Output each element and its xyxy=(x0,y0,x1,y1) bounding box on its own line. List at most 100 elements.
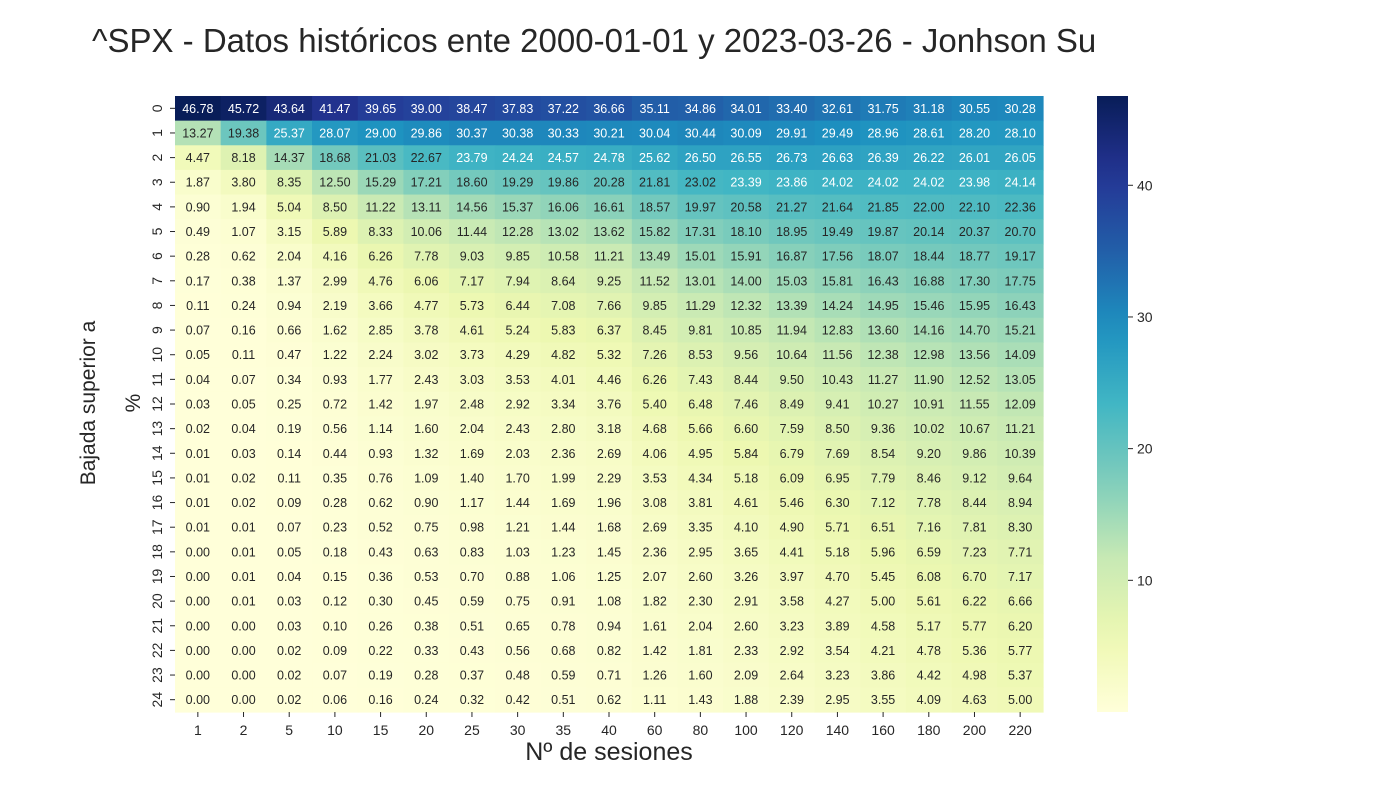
cell-value-label: 1.69 xyxy=(460,447,484,461)
heatmap-cell xyxy=(449,662,496,688)
heatmap-cell xyxy=(449,490,496,516)
heatmap-cell xyxy=(905,243,953,270)
heatmap-cell xyxy=(540,96,587,122)
heatmap-cell xyxy=(997,367,1044,393)
heatmap-cell xyxy=(175,367,222,393)
cell-value-label: 22.00 xyxy=(913,200,944,214)
heatmap-cell xyxy=(723,416,770,442)
cell-value-label: 17.31 xyxy=(685,225,716,239)
heatmap-cell xyxy=(494,293,542,319)
cell-value-label: 2.92 xyxy=(780,644,804,658)
heatmap-cell xyxy=(266,564,313,590)
heatmap-cell xyxy=(220,613,267,639)
cell-value-label: 1.14 xyxy=(368,422,392,436)
heatmap-cell xyxy=(631,440,679,467)
colorbar-tick-label: 30 xyxy=(1137,309,1153,325)
heatmap-cell xyxy=(266,342,313,368)
cell-value-label: 6.37 xyxy=(597,324,621,338)
cell-value-label: 17.21 xyxy=(411,176,442,190)
cell-value-label: 3.80 xyxy=(231,176,255,190)
cell-value-label: 0.94 xyxy=(277,299,301,313)
cell-value-label: 23.39 xyxy=(730,176,761,190)
cell-value-label: 0.02 xyxy=(231,471,255,485)
cell-value-label: 0.02 xyxy=(231,496,255,510)
cell-value-label: 30.21 xyxy=(593,126,624,140)
cell-value-label: 10.27 xyxy=(867,398,898,412)
cell-value-label: 19.38 xyxy=(228,126,259,140)
heatmap-cell xyxy=(220,514,267,541)
cell-value-label: 15.81 xyxy=(822,274,853,288)
cell-value-label: 7.81 xyxy=(962,521,986,535)
y-tick-label: 11 xyxy=(149,372,165,387)
colorbar xyxy=(1097,96,1128,712)
cell-value-label: 6.30 xyxy=(825,496,849,510)
heatmap-cell xyxy=(631,391,679,417)
heatmap-cell xyxy=(540,440,587,467)
cell-value-label: 11.21 xyxy=(594,250,624,264)
cell-value-label: 13.60 xyxy=(867,324,898,338)
heatmap-cell xyxy=(631,194,679,220)
cell-value-label: 7.43 xyxy=(688,373,712,387)
cell-value-label: 8.49 xyxy=(780,398,804,412)
cell-value-label: 6.51 xyxy=(871,521,895,535)
heatmap-cell xyxy=(814,564,861,590)
heatmap-cell xyxy=(586,564,633,590)
cell-value-label: 0.03 xyxy=(231,447,255,461)
heatmap-cell xyxy=(403,367,450,393)
y-axis-label-line-2: % xyxy=(122,394,145,413)
heatmap-cell xyxy=(312,662,359,688)
heatmap-cell xyxy=(586,317,633,343)
cell-value-label: 26.50 xyxy=(685,151,716,165)
cell-value-label: 1.44 xyxy=(505,496,529,510)
cell-value-label: 5.37 xyxy=(1008,669,1032,683)
heatmap-cell xyxy=(494,662,542,688)
heatmap-cell-labels: 46.78 45.72 43.64 41.47 39.65 39.00 38.47 37.83… xyxy=(182,102,1036,707)
cell-value-label: 1.21 xyxy=(505,521,529,535)
cell-value-label: 18.60 xyxy=(456,176,487,190)
heatmap-cell xyxy=(403,169,450,196)
cell-value-label: 0.07 xyxy=(277,521,301,535)
heatmap-cell xyxy=(768,539,816,565)
cell-value-label: 7.78 xyxy=(414,250,438,264)
heatmap-cell xyxy=(631,638,679,664)
heatmap-cell xyxy=(951,588,998,615)
heatmap-cell xyxy=(540,588,587,615)
heatmap-cell xyxy=(357,662,405,688)
cell-value-label: 0.62 xyxy=(597,693,621,707)
heatmap-cell xyxy=(175,243,222,270)
cell-value-label: 5.66 xyxy=(688,422,712,436)
cell-value-label: 1.87 xyxy=(186,176,210,190)
cell-value-label: 3.89 xyxy=(825,619,849,633)
heatmap-cell xyxy=(220,367,267,393)
heatmap-cell xyxy=(586,219,633,245)
heatmap-cell xyxy=(175,391,222,417)
cell-value-label: 4.58 xyxy=(871,619,895,633)
cell-value-label: 3.53 xyxy=(505,373,529,387)
cell-value-label: 2.69 xyxy=(643,521,667,535)
heatmap-cell xyxy=(997,465,1044,491)
heatmap-cell xyxy=(768,514,816,541)
heatmap-cell xyxy=(357,96,405,122)
heatmap-cell xyxy=(403,317,450,343)
heatmap-cell xyxy=(266,440,313,467)
heatmap-cell xyxy=(905,613,953,639)
cell-value-label: 0.43 xyxy=(460,644,484,658)
cell-value-label: 0.28 xyxy=(323,496,347,510)
heatmap-cell xyxy=(175,169,222,196)
cell-value-label: 43.64 xyxy=(274,102,305,116)
heatmap-cell xyxy=(723,490,770,516)
heatmap-cell xyxy=(905,120,953,146)
heatmap-cell xyxy=(312,588,359,615)
heatmap-cell xyxy=(723,687,770,713)
heatmap-cell xyxy=(449,416,496,442)
cell-value-label: 0.00 xyxy=(231,693,255,707)
cell-value-label: 0.93 xyxy=(323,373,347,387)
heatmap-cell xyxy=(723,96,770,122)
y-tick-label: 15 xyxy=(149,470,165,486)
cell-value-label: 21.27 xyxy=(776,200,807,214)
x-tick-label: 10 xyxy=(327,722,343,738)
y-tick-label: 4 xyxy=(149,203,165,211)
y-tick-label: 0 xyxy=(149,104,165,112)
cell-value-label: 35.11 xyxy=(640,102,670,116)
cell-value-label: 0.01 xyxy=(231,570,255,584)
